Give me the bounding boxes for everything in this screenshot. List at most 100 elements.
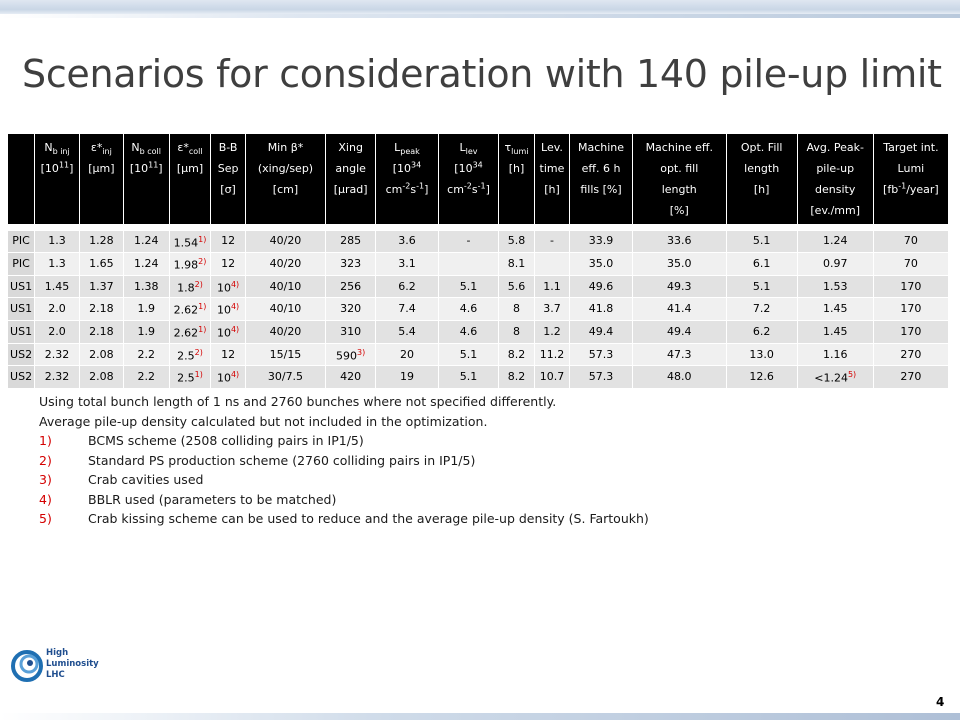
table-cell: 13.0 xyxy=(725,342,798,367)
table-cell: - xyxy=(533,229,571,254)
table-cell: 6.2 xyxy=(375,274,439,299)
table-cell: 170 xyxy=(872,320,950,344)
column-header: ε*coll [μm] xyxy=(169,134,212,224)
column-header: Opt. Fill length [h] xyxy=(726,134,798,224)
table-cell: <1.245) xyxy=(796,365,874,390)
table-cell: 1.53 xyxy=(796,274,874,299)
table-cell: 104) xyxy=(210,320,246,344)
table-row: US2 2.32 2.08 2.2 2.52) 12 15/15 5903) 20 5.1 8.2 1… xyxy=(6,342,950,367)
footnote-marker: 2) xyxy=(198,257,207,267)
table-cell: 33.9 xyxy=(569,229,633,254)
table-cell: 40/10 xyxy=(244,297,327,322)
footnote-text: Standard PS production scheme (2760 coll… xyxy=(88,452,476,468)
column-header: Lpeak [1034 cm-2s-1] xyxy=(375,134,439,224)
table-cell: 40/20 xyxy=(244,320,327,344)
table-cell: 40/10 xyxy=(244,274,327,299)
table-cell: 1.9 xyxy=(122,297,170,322)
footnote-marker: 1) xyxy=(198,234,207,244)
table-cell: 12.6 xyxy=(725,365,798,390)
table-cell: 420 xyxy=(325,365,377,390)
logo-text-line3: LHC xyxy=(46,670,65,680)
table-row: PIC 1.3 1.28 1.24 1.541) 12 40/20 285 3.6-5.8-33… xyxy=(6,229,950,254)
column-header: Nb coll [1011] xyxy=(123,134,170,224)
footnote-number: 2) xyxy=(39,452,52,468)
column-header: Xing angle [μrad] xyxy=(325,134,377,224)
footnote-number: 3) xyxy=(39,472,52,487)
table-cell: 11.2 xyxy=(533,342,571,367)
hl-lhc-logo: High Luminosity LHC xyxy=(10,648,130,690)
table-cell: 2.0 xyxy=(34,297,80,322)
table-cell: 49.6 xyxy=(569,274,633,299)
slide-title: Scenarios for consideration with 140 pil… xyxy=(22,52,942,96)
table-cell: 1.65 xyxy=(78,252,124,276)
table-cell: 35.0 xyxy=(631,252,727,276)
table-cell: 2.18 xyxy=(78,320,124,344)
scenario-label-cell: US2 xyxy=(6,342,36,367)
table-cell: 8 xyxy=(498,320,535,344)
logo-swirl-icon xyxy=(11,650,43,682)
table-cell: 4.6 xyxy=(437,320,500,344)
table-cell: 1.541) xyxy=(168,229,212,254)
table-cell: 320 xyxy=(325,297,377,322)
scenario-label-cell: US1 xyxy=(6,274,36,299)
table-header-row: Nb inj [1011] ε*inj [μm] Nb coll [1011] ε*coll… xyxy=(7,134,950,224)
table-cell: 49.4 xyxy=(631,320,727,344)
table-row: US1 1.45 1.37 1.38 1.82) 104) 40/10 256 6.2 5.1 5.… xyxy=(6,274,950,299)
bottom-decorative-line xyxy=(0,713,960,720)
table-cell: 310 xyxy=(325,320,377,344)
column-header: Target int. Lumi [fb-1/year] xyxy=(873,134,950,224)
footnote-marker: 2) xyxy=(194,347,203,357)
table-cell: 2.0 xyxy=(34,320,80,344)
footnote-marker: 1) xyxy=(194,370,203,380)
column-header: ε*inj [μm] xyxy=(79,134,124,224)
table-cell: 57.3 xyxy=(569,342,633,367)
table-cell: 1.24 xyxy=(796,229,874,254)
footnote-number: 5) xyxy=(39,511,52,526)
column-header: Nb inj [1011] xyxy=(34,134,80,224)
note-general-2: Average pile-up density calculated but n… xyxy=(39,413,488,429)
footnote-number: 4) xyxy=(39,491,52,507)
table-spacer-row xyxy=(7,223,949,231)
footnote-text: BBLR used (parameters to be matched) xyxy=(88,491,337,507)
table-cell: 3.1 xyxy=(375,252,439,276)
table-cell: 12 xyxy=(210,252,246,276)
table-cell: 49.4 xyxy=(569,320,633,344)
table-cell: 1.82) xyxy=(168,274,212,299)
notes-block: Using total bunch length of 1 ns and 276… xyxy=(39,392,649,529)
table-cell: 323 xyxy=(325,252,377,276)
table-cell: 35.0 xyxy=(569,252,633,276)
column-header: Lev. time [h] xyxy=(534,134,571,224)
column-header xyxy=(7,134,36,224)
table-cell: 70 xyxy=(872,252,950,276)
table-cell: 33.6 xyxy=(631,229,727,254)
logo-text-line1: High xyxy=(46,648,69,658)
table-cell: 7.4 xyxy=(375,297,439,322)
table-cell: 2.08 xyxy=(78,365,124,390)
footnote-text: BCMS scheme (2508 colliding pairs in IP1… xyxy=(88,433,364,448)
table-cell: 1.45 xyxy=(34,274,80,299)
scenario-label-cell: US1 xyxy=(6,320,36,344)
table-cell: 1.37 xyxy=(78,274,124,299)
scenario-label-cell: US2 xyxy=(6,365,36,390)
table-cell: 2.32 xyxy=(34,365,80,390)
table-cell: 1.24 xyxy=(122,229,170,254)
table-cell: 104) xyxy=(210,365,246,390)
footnote-marker: 4) xyxy=(230,370,240,380)
footnote-marker: 5) xyxy=(847,370,857,380)
table-cell: 2.2 xyxy=(122,365,170,390)
footnote-item: 5) Crab kissing scheme can be used to red… xyxy=(39,509,649,529)
table-cell: 5.4 xyxy=(375,320,439,344)
table-cell: 5.8 xyxy=(498,229,535,254)
table-cell: 30/7.5 xyxy=(244,365,327,390)
table-cell: 1.45 xyxy=(796,320,874,344)
table-cell: 5.1 xyxy=(437,365,500,390)
table-cell: 1.45 xyxy=(796,297,874,322)
footnote-marker: 4) xyxy=(230,279,240,289)
footnote-text: Crab kissing scheme can be used to reduc… xyxy=(88,511,649,526)
table-cell: 47.3 xyxy=(631,342,727,367)
column-header: Machine eff. 6 h fills [%] xyxy=(569,134,633,224)
table-cell: 12 xyxy=(210,342,246,367)
table-row: PIC 1.3 1.65 1.24 1.982) 12 40/20 323 3.1 8.1 35.0… xyxy=(6,252,950,276)
table-cell: 2.18 xyxy=(78,297,124,322)
table-cell: 256 xyxy=(325,274,377,299)
